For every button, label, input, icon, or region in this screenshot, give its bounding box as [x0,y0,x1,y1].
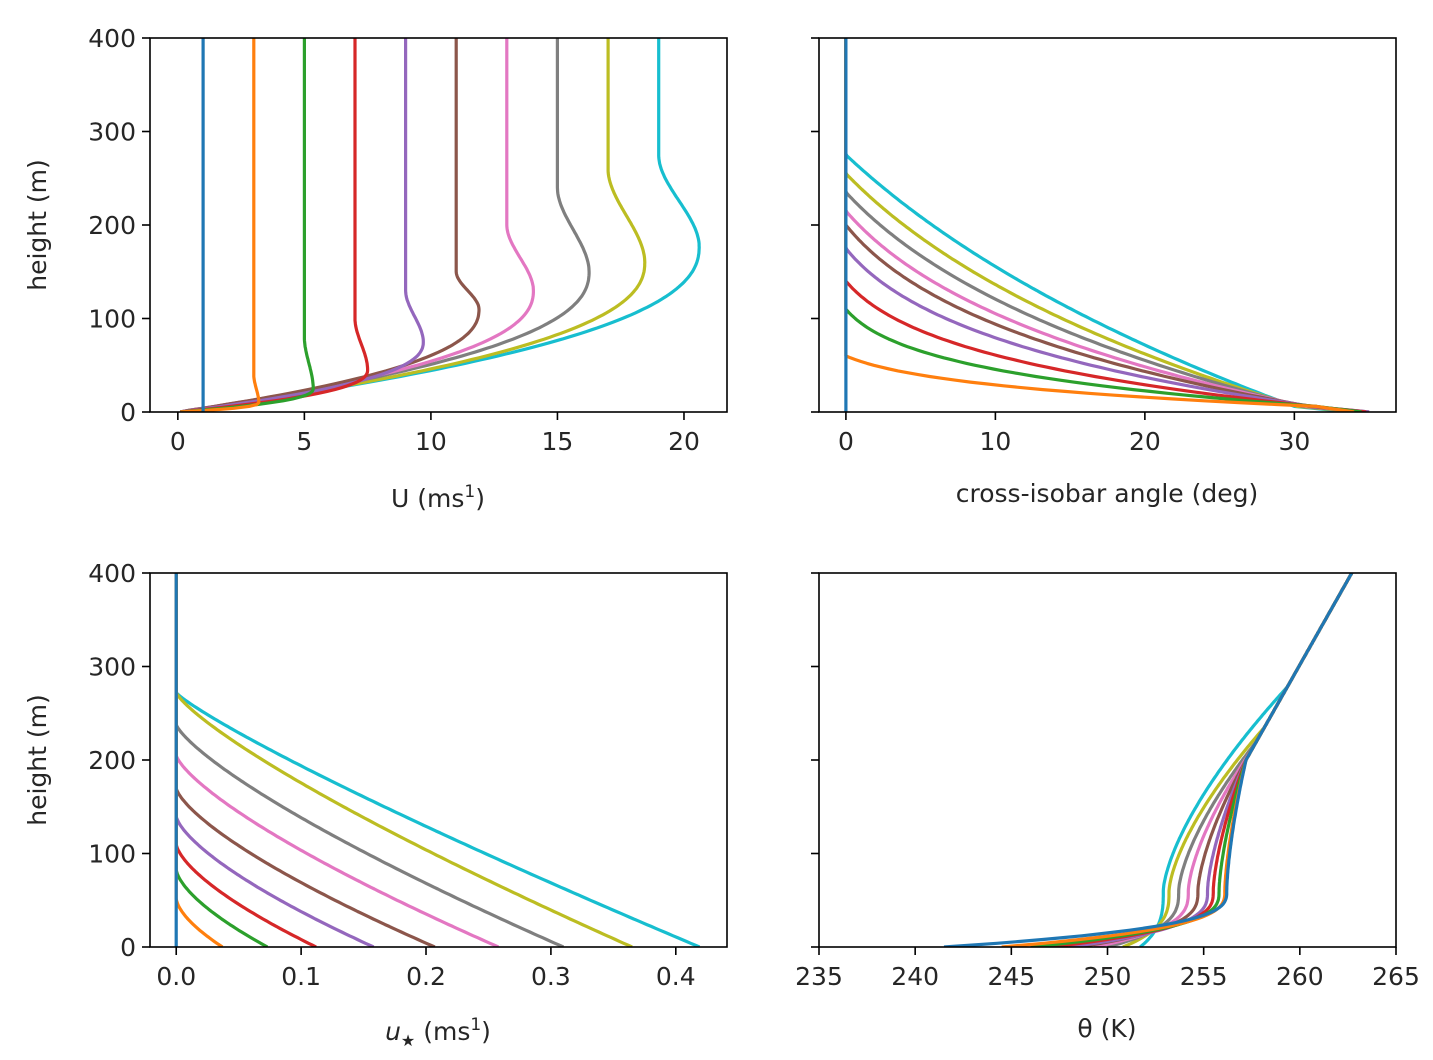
friction-velocity-line-4 [174,573,317,947]
cross-isobar-angle-line-7 [844,38,1368,412]
friction-velocity-line-5 [174,573,375,947]
cross-isobar-angle-line-10 [844,38,1352,412]
wind-speed-ylabel: height (m) [23,159,52,291]
wind-speed-xtick-label: 15 [542,427,574,456]
potential-temperature-line-7 [1093,573,1354,947]
friction-velocity-xtick-label: 0.4 [656,962,696,991]
wind-speed-line-3 [180,38,315,412]
potential-temperature-xtick-label: 260 [1276,962,1324,991]
potential-temperature-line-9 [1122,573,1354,947]
potential-temperature-xtick-label: 265 [1372,962,1420,991]
friction-velocity-ytick-label: 100 [88,840,136,869]
wind-speed-line-7 [180,38,535,412]
friction-velocity-xticks: 0.0 0.1 0.2 0.3 0.4 [156,947,696,991]
friction-velocity-ytick-label: 400 [88,559,136,588]
potential-temperature-series [943,573,1354,947]
potential-temperature-line-8 [1107,573,1354,947]
wind-speed-ytick-label: 400 [88,24,136,53]
wind-speed-xtick-label: 0 [170,427,186,456]
wind-speed-line-9 [180,38,647,412]
cross-isobar-angle-xtick-label: 10 [979,427,1011,456]
wind-speed-line-4 [180,38,370,412]
friction-velocity-xlabel: u★ (ms1) [385,1015,491,1050]
panel-friction-velocity: 0.0 0.1 0.2 0.3 0.4 0 100 200 300 400 u★ (ms1) h… [23,559,728,1050]
cross-isobar-angle-line-2 [844,38,1355,412]
friction-velocity-ytick-label: 300 [88,653,136,682]
potential-temperature-line-3 [1030,573,1354,947]
friction-velocity-ytick-label: 200 [88,746,136,775]
friction-velocity-series [174,573,701,947]
wind-speed-ytick-label: 200 [88,211,136,240]
wind-speed-ytick-label: 100 [88,305,136,334]
potential-temperature-line-1 [943,573,1354,947]
wind-speed-line-10 [180,38,701,412]
wind-speed-xticks: 0 5 10 15 20 [170,412,700,456]
potential-temperature-xtick-label: 255 [1180,962,1228,991]
wind-speed-yticks: 0 100 200 300 400 [88,24,150,427]
panel-wind-speed: 0 5 10 15 20 0 100 200 300 400 U (ms1) height (m… [23,24,728,513]
potential-temperature-xtick-label: 250 [1084,962,1132,991]
friction-velocity-yticks: 0 100 200 300 400 [88,559,150,962]
potential-temperature-xtick-label: 240 [891,962,939,991]
cross-isobar-angle-xlabel: cross-isobar angle (deg) [956,479,1258,508]
wind-speed-xtick-label: 10 [415,427,447,456]
wind-speed-series [180,38,701,412]
wind-speed-xtick-label: 20 [668,427,700,456]
friction-velocity-line-7 [174,573,500,947]
friction-velocity-xtick-label: 0.0 [156,962,196,991]
potential-temperature-xticks: 235 240 245 250 255 260 265 [795,947,1420,991]
potential-temperature-xtick-label: 245 [987,962,1035,991]
wind-speed-xlabel: U (ms1) [391,482,485,513]
friction-velocity-xtick-label: 0.2 [406,962,446,991]
friction-velocity-line-8 [174,573,565,947]
cross-isobar-angle-xtick-label: 30 [1278,427,1310,456]
potential-temperature-yticks [811,572,819,948]
cross-isobar-angle-xtick-label: 20 [1129,427,1161,456]
panel-cross-isobar-angle: 0 10 20 30 cross-isobar angle (deg) [811,37,1397,508]
friction-velocity-ylabel: height (m) [23,694,52,826]
potential-temperature-line-6 [1078,573,1354,947]
wind-speed-xtick-label: 5 [296,427,312,456]
wind-speed-line-5 [180,38,425,412]
potential-temperature-xtick-label: 235 [795,962,843,991]
wind-speed-ytick-label: 300 [88,118,136,147]
cross-isobar-angle-xtick-label: 0 [838,427,854,456]
potential-temperature-line-5 [1068,573,1354,947]
friction-velocity-line-9 [174,573,633,947]
friction-velocity-ytick-label: 0 [120,933,136,962]
potential-temperature-xlabel: θ (K) [1077,1014,1136,1043]
friction-velocity-xtick-label: 0.3 [531,962,571,991]
potential-temperature-line-2 [1001,573,1354,947]
friction-velocity-xtick-label: 0.1 [281,962,321,991]
panel-potential-temperature: 235 240 245 250 255 260 265 θ (K) [795,572,1420,1043]
friction-velocity-line-2 [174,573,224,947]
friction-velocity-line-6 [174,573,436,947]
wind-speed-line-6 [180,38,481,412]
wind-speed-line-2 [180,38,261,412]
potential-temperature-line-4 [1049,573,1354,947]
wind-speed-axes-frame [149,37,728,413]
friction-velocity-line-10 [174,573,701,947]
cross-isobar-angle-xticks: 0 10 20 30 [838,412,1310,456]
potential-temperature-axes-frame [818,572,1397,948]
friction-velocity-line-3 [174,573,269,947]
wind-speed-ytick-label: 0 [120,398,136,427]
wind-speed-line-8 [180,38,591,412]
cross-isobar-angle-line-9 [844,38,1361,412]
cross-isobar-angle-series [844,38,1370,412]
cross-isobar-angle-yticks [811,37,819,413]
